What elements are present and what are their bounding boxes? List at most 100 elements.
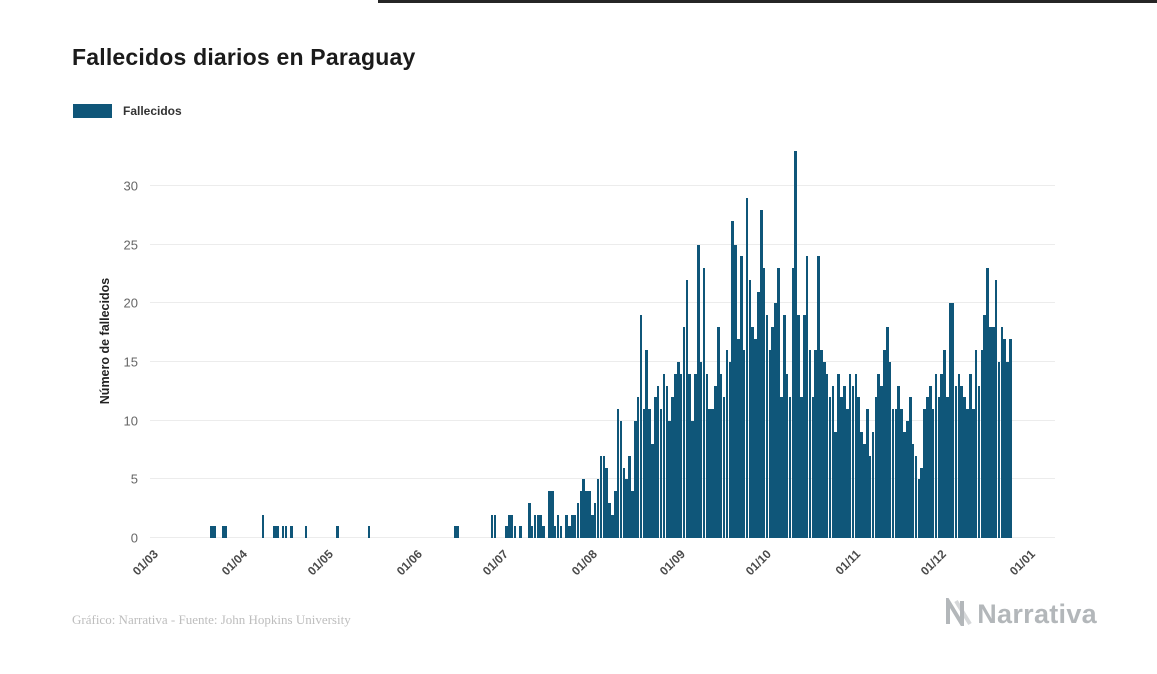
bar <box>834 432 838 538</box>
bar <box>791 268 795 538</box>
top-edge-artifact <box>378 0 1157 3</box>
bar <box>654 397 657 538</box>
bar <box>573 514 577 538</box>
bar <box>883 350 886 538</box>
bar <box>674 373 677 538</box>
bar <box>662 373 666 538</box>
bar <box>768 350 772 538</box>
bar <box>737 338 740 538</box>
bar <box>739 256 743 538</box>
bar <box>533 514 537 538</box>
bar <box>934 373 938 538</box>
bar <box>823 362 826 538</box>
legend-swatch <box>73 104 112 118</box>
bar <box>908 397 912 538</box>
gridline <box>150 185 1055 187</box>
bar <box>539 514 543 538</box>
bar <box>676 362 680 538</box>
bar <box>857 397 860 538</box>
bar <box>493 514 497 538</box>
bar <box>863 444 866 538</box>
bar <box>986 268 989 538</box>
gridline <box>150 243 1055 245</box>
bar <box>596 479 600 538</box>
bar <box>751 326 754 538</box>
bar <box>290 526 293 538</box>
bar <box>808 350 812 538</box>
bar <box>771 326 775 538</box>
bar <box>811 397 815 538</box>
y-tick-label: 10 <box>123 413 138 429</box>
bar <box>946 397 949 538</box>
bar <box>711 408 714 538</box>
bar <box>659 408 663 538</box>
bar <box>550 491 554 538</box>
bar <box>714 385 717 538</box>
bar <box>785 373 789 538</box>
bar <box>221 526 225 538</box>
bar <box>599 455 603 538</box>
bar <box>780 397 783 538</box>
bar <box>651 444 654 538</box>
bar <box>1003 338 1007 538</box>
bar <box>639 315 643 538</box>
bar <box>828 397 832 538</box>
bar <box>754 338 757 538</box>
x-tick-text: 01/07 <box>479 547 511 579</box>
bar <box>971 408 975 538</box>
bar <box>937 397 941 538</box>
bar <box>983 315 986 538</box>
bar <box>679 373 683 538</box>
bar <box>897 385 901 538</box>
bar <box>513 526 517 538</box>
bar <box>903 432 906 538</box>
x-tick-text: 01/12 <box>917 547 949 579</box>
bar <box>224 526 228 538</box>
bar <box>688 373 691 538</box>
bar <box>565 514 568 538</box>
narrativa-logo-icon <box>944 593 974 632</box>
bar <box>914 455 918 538</box>
bar <box>505 526 508 538</box>
bar <box>582 479 586 538</box>
bar <box>931 408 935 538</box>
bar <box>210 526 213 538</box>
bar <box>631 491 634 538</box>
bar <box>613 491 617 538</box>
gridline <box>150 302 1055 304</box>
bar <box>556 514 560 538</box>
gridline <box>150 419 1055 421</box>
bar <box>782 315 786 538</box>
y-axis-title: Número de fallecidos <box>98 277 112 405</box>
bar <box>794 150 797 538</box>
bar <box>928 385 932 538</box>
bar <box>304 526 308 538</box>
bar <box>966 408 969 538</box>
x-tick-text: 01/01 <box>1006 547 1038 579</box>
x-tick-text: 01/09 <box>657 547 689 579</box>
bar <box>453 526 457 538</box>
bar <box>490 514 494 538</box>
bar <box>894 408 898 538</box>
x-tick-text: 01/06 <box>393 547 425 579</box>
bar <box>977 385 981 538</box>
bar <box>719 373 723 538</box>
bar <box>568 526 571 538</box>
bar <box>877 373 881 538</box>
bar <box>273 526 276 538</box>
bar <box>774 303 777 538</box>
bar <box>837 373 840 538</box>
bar <box>940 373 944 538</box>
bar <box>900 408 903 538</box>
x-tick-text: 01/08 <box>568 547 600 579</box>
y-tick-label: 5 <box>130 471 138 487</box>
bar <box>762 268 766 538</box>
bar <box>963 397 966 538</box>
bar <box>974 350 978 538</box>
bar <box>868 455 872 538</box>
bar <box>571 514 574 538</box>
bar <box>765 315 769 538</box>
bar <box>854 373 858 538</box>
bar <box>917 479 921 538</box>
